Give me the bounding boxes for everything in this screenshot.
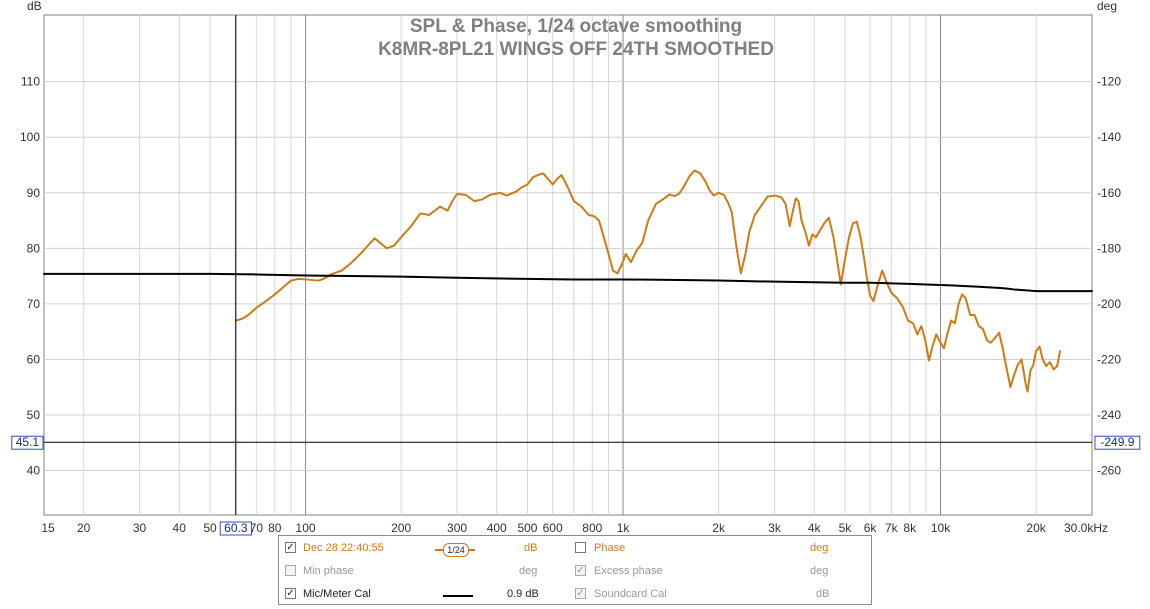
measurement-label[interactable]: Dec 28 22:40:55 bbox=[303, 542, 384, 554]
soundcard-cal-checkbox[interactable]: ✓ bbox=[575, 588, 586, 599]
x-tick-label: 600 bbox=[543, 521, 563, 535]
x-axis-ticks: 15 20 30 40 50 70 80 100 200 300 400 500 600 800 1k 2k 3… bbox=[41, 521, 1108, 535]
legend-row-measurement: ✓ Dec 28 22:40:55 1/24 dB Phase deg bbox=[279, 539, 871, 559]
mic-cal-checkbox[interactable]: ✓ bbox=[285, 588, 296, 599]
y-right-tick-label: -120 bbox=[1097, 75, 1121, 89]
chart-subtitle: K8MR-8PL21 WINGS OFF 24TH SMOOTHED bbox=[378, 39, 774, 60]
grid-lines bbox=[44, 15, 1092, 515]
mic-cal-line-swatch bbox=[443, 595, 473, 597]
x-tick-label: 70 bbox=[250, 521, 264, 535]
y-left-tick-label: 100 bbox=[20, 130, 40, 144]
mic-cal-label[interactable]: Mic/Meter Cal bbox=[303, 588, 371, 600]
x-tick-label: 2k bbox=[712, 521, 726, 535]
cursor-label-text: 60.3 bbox=[224, 521, 248, 535]
x-tick-label: 30.0kHz bbox=[1064, 521, 1108, 535]
legend-panel: ✓ Dec 28 22:40:55 1/24 dB Phase deg Min … bbox=[278, 535, 872, 605]
y-right-tick-label: -220 bbox=[1097, 352, 1121, 366]
y-left-tick-label: 50 bbox=[27, 408, 41, 422]
series-line bbox=[43, 272, 1093, 293]
x-tick-label: 30 bbox=[133, 521, 147, 535]
x-tick-label: 15 bbox=[41, 521, 55, 535]
x-tick-label: 400 bbox=[487, 521, 507, 535]
y-right-tick-label: -260 bbox=[1097, 464, 1121, 478]
y-right-tick-label: -240 bbox=[1097, 408, 1121, 422]
y-left-tick-label: 40 bbox=[27, 464, 41, 478]
x-tick-label: 5k bbox=[839, 521, 853, 535]
x-tick-label: 40 bbox=[173, 521, 187, 535]
cursor-label-text: -249.9 bbox=[1100, 435, 1134, 449]
y-left-tick-label: 110 bbox=[21, 75, 40, 89]
measurement-checkbox[interactable]: ✓ bbox=[285, 542, 296, 553]
legend-row-cal: ✓ Mic/Meter Cal 0.9 dB ✓ Soundcard Cal d… bbox=[279, 585, 871, 605]
x-tick-label: 300 bbox=[447, 521, 467, 535]
y-left-unit-label: dB bbox=[27, 0, 42, 13]
x-tick-label: 1k bbox=[617, 521, 631, 535]
cursor-label-box bbox=[11, 435, 44, 450]
y-left-tick-label: 80 bbox=[27, 241, 41, 255]
y-axis-ticks: 40 50 60 70 80 90 100 110 -120 -140 -160 -180 -200 -2… bbox=[20, 75, 1121, 478]
plot-area[interactable] bbox=[43, 14, 1093, 516]
x-tick-label: 80 bbox=[268, 521, 282, 535]
soundcard-cal-unit: dB bbox=[816, 588, 830, 600]
x-tick-label: 100 bbox=[296, 521, 316, 535]
cursor[interactable]: 45.1 -249.9 60.3 bbox=[11, 15, 1141, 536]
y-left-tick-label: 60 bbox=[27, 352, 41, 366]
legend-row-min-phase: Min phase deg ✓ Excess phase deg bbox=[279, 562, 871, 582]
x-tick-label: 50 bbox=[203, 521, 217, 535]
phase-unit: deg bbox=[810, 542, 829, 554]
x-tick-label: 10k bbox=[931, 521, 951, 535]
min-phase-checkbox[interactable] bbox=[285, 565, 296, 576]
x-tick-label: 800 bbox=[582, 521, 602, 535]
x-tick-label: 20k bbox=[1026, 521, 1046, 535]
x-tick-label: 4k bbox=[808, 521, 822, 535]
mic-cal-value: 0.9 dB bbox=[507, 588, 539, 600]
measurement-unit: dB bbox=[524, 542, 538, 554]
x-tick-label: 20 bbox=[77, 521, 91, 535]
excess-phase-unit: deg bbox=[810, 565, 829, 577]
chart-title: SPL & Phase, 1/24 octave smoothing bbox=[410, 16, 742, 37]
min-phase-unit: deg bbox=[519, 565, 538, 577]
cursor-label-text: 45.1 bbox=[16, 435, 40, 449]
y-right-tick-label: -140 bbox=[1097, 130, 1121, 144]
smoothing-badge[interactable]: 1/24 bbox=[443, 543, 469, 557]
phase-checkbox[interactable] bbox=[575, 542, 586, 553]
phase-label[interactable]: Phase bbox=[594, 542, 626, 554]
x-tick-label: 8k bbox=[903, 521, 917, 535]
cursor-label-box bbox=[219, 521, 252, 536]
x-tick-label: 200 bbox=[391, 521, 411, 535]
cursor-y-right-label: -249.9 bbox=[1094, 435, 1141, 450]
series-lines bbox=[43, 169, 1093, 393]
soundcard-cal-label: Soundcard Cal bbox=[594, 588, 667, 600]
min-phase-label: Min phase bbox=[303, 565, 354, 577]
y-right-tick-label: -200 bbox=[1097, 297, 1121, 311]
x-tick-label: 500 bbox=[517, 521, 537, 535]
cursor-x-label: 60.3 bbox=[219, 521, 252, 536]
cursor-y-left-label: 45.1 bbox=[11, 435, 44, 450]
x-tick-label: 3k bbox=[768, 521, 782, 535]
x-tick-label: 7k bbox=[885, 521, 899, 535]
y-left-tick-label: 70 bbox=[27, 297, 41, 311]
x-tick-label: 6k bbox=[864, 521, 878, 535]
cursor-label-box bbox=[1094, 435, 1141, 450]
y-left-tick-label: 90 bbox=[27, 186, 41, 200]
series-line bbox=[234, 169, 1062, 393]
y-right-unit-label: deg bbox=[1097, 0, 1117, 13]
y-right-tick-label: -180 bbox=[1097, 241, 1121, 255]
excess-phase-checkbox[interactable]: ✓ bbox=[575, 565, 586, 576]
excess-phase-label: Excess phase bbox=[594, 565, 663, 577]
y-right-tick-label: -160 bbox=[1097, 186, 1121, 200]
